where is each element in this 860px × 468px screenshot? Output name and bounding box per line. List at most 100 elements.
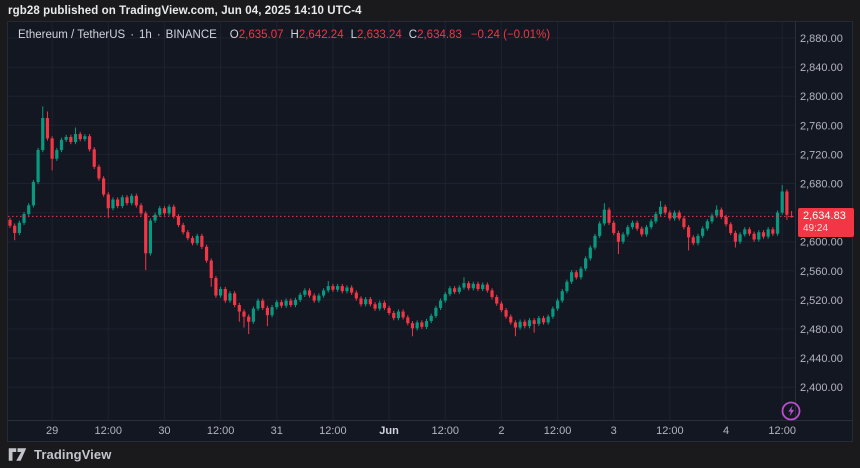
candle-body (513, 322, 518, 328)
candle-body (406, 317, 410, 324)
candle-body (696, 235, 700, 244)
high-value: 2,642.24 (298, 29, 344, 41)
candle-body (22, 214, 26, 223)
time-axis-label: 30 (158, 425, 170, 437)
candle-body (50, 138, 54, 159)
candle-body (204, 246, 209, 261)
candle-body (125, 197, 129, 204)
candle-body (518, 321, 522, 328)
candle-body (537, 318, 541, 324)
candle-body (453, 288, 457, 292)
current-price-badge[interactable]: 2,634.83 49:24 (798, 208, 854, 237)
candle-body (392, 312, 396, 319)
candle-body (251, 308, 255, 322)
candle-body (279, 302, 284, 306)
chart-legend: Ethereum / TetherUS · 1h · BINANCE O2,63… (18, 29, 550, 41)
tradingview-wordmark: TradingView (34, 446, 112, 462)
candle-body (687, 227, 691, 238)
candle-body (350, 287, 354, 293)
candle-body (724, 216, 728, 225)
candle-body (247, 316, 251, 322)
candle-body (630, 222, 635, 228)
candle-body (429, 315, 433, 321)
candle-body (162, 208, 167, 214)
low-label: L (350, 29, 357, 41)
candle-body (130, 195, 134, 204)
price-axis-label: 2,520.00 (800, 295, 843, 307)
candle-body (546, 316, 550, 323)
candle-body (172, 206, 176, 217)
candle-body (270, 307, 274, 316)
price-axis-label: 2,400.00 (800, 382, 843, 394)
candle-body (256, 300, 260, 309)
price-axis-label: 2,760.00 (800, 120, 843, 132)
candle-body (181, 224, 185, 233)
candle-body (434, 307, 438, 316)
candle-body (780, 191, 784, 213)
interval-label[interactable]: 1h (139, 29, 152, 41)
candle-body (284, 300, 288, 306)
price-axis-label: 2,680.00 (800, 179, 843, 191)
candle-body (598, 223, 602, 236)
open-value: 2,635.07 (238, 29, 284, 41)
candle-body (635, 222, 639, 229)
candle-body (612, 222, 616, 233)
candle-body (8, 219, 12, 226)
candle-body (654, 214, 658, 222)
symbol-title[interactable]: Ethereum / TetherUS (18, 29, 126, 41)
candle-body (176, 216, 181, 225)
candle-body (495, 296, 499, 304)
boost-button[interactable] (779, 399, 803, 423)
candle-body (364, 299, 368, 305)
candle-body (789, 216, 794, 218)
candle-body (36, 150, 40, 183)
candle-body (766, 229, 770, 237)
legend-dot: · (156, 29, 161, 41)
candle-body (359, 298, 363, 305)
candle-body (73, 134, 78, 143)
candle-body (340, 286, 344, 292)
candle-body (682, 218, 686, 228)
candle-body (757, 232, 761, 240)
candle-body (555, 300, 560, 309)
candle-body (134, 195, 138, 206)
current-price-value: 2,634.83 (803, 210, 846, 222)
candle-body (303, 290, 307, 295)
candle-body (55, 150, 59, 159)
candle-body (644, 227, 649, 235)
candle-body (321, 290, 326, 296)
candle-body (209, 260, 213, 279)
change-value: −0.24 (−0.01%) (470, 29, 551, 41)
candle-body (672, 212, 677, 219)
time-axis-label: Jun (379, 425, 399, 437)
candle-body (293, 299, 298, 305)
time-axis-label: 12:00 (768, 425, 796, 437)
candle-body (233, 293, 237, 305)
time-axis-label: 29 (46, 425, 58, 437)
candle-body (354, 292, 358, 299)
candle-body (242, 311, 246, 317)
ohlc-values: O2,635.07 H2,642.24 L2,633.24 C2,634.83 … (230, 29, 550, 41)
candle-body (527, 320, 532, 327)
candle-body (59, 139, 64, 151)
price-axis-label: 2,480.00 (800, 324, 843, 336)
candlestick-chart[interactable]: 2,880.00 2,840.00 2,800.00 2,760.00 2,720.00… (8, 22, 852, 441)
candle-body (504, 310, 508, 317)
time-axis-label: 31 (271, 425, 283, 437)
candle-body (532, 320, 536, 324)
candle-body (153, 214, 157, 221)
candle-body (87, 136, 92, 150)
candle-body (97, 166, 101, 179)
candle-body (317, 295, 321, 301)
legend-dot: · (130, 29, 135, 41)
candle-body (471, 283, 475, 289)
candle-body (420, 322, 424, 327)
price-axis-label: 2,800.00 (800, 91, 843, 103)
candle-body (663, 206, 667, 213)
tradingview-attribution[interactable]: TradingView (8, 444, 111, 464)
candle-body (565, 281, 569, 292)
candle-body (584, 258, 588, 269)
candle-body (640, 228, 644, 235)
candle-body (775, 212, 780, 234)
price-axis-label: 2,600.00 (800, 237, 843, 249)
